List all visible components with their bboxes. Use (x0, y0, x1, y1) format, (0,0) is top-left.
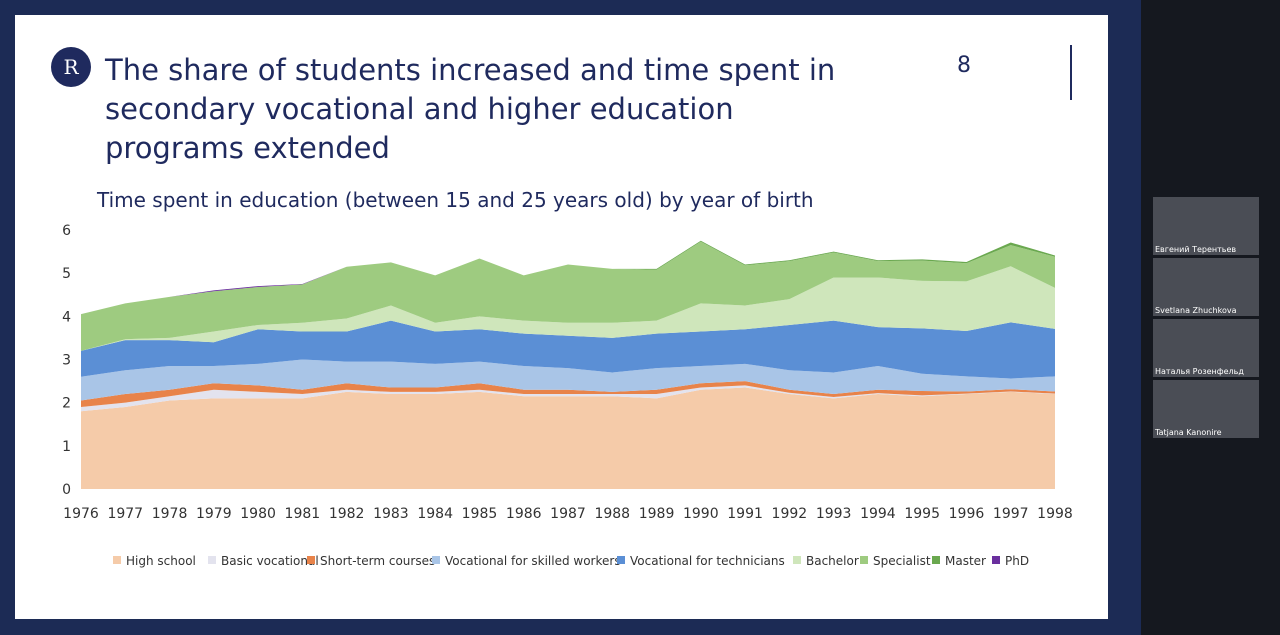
y-tick-label: 1 (62, 439, 71, 455)
participant-tile[interactable]: Tatjana Kanonire (1153, 380, 1259, 438)
legend-swatch (932, 556, 940, 564)
x-tick-label: 1993 (816, 506, 852, 522)
participant-tile[interactable]: Наталья Розенфельд (1153, 319, 1259, 377)
legend-label: Master (945, 554, 986, 568)
x-tick-label: 1983 (373, 506, 409, 522)
area (81, 266, 1055, 351)
legend-label: Vocational for technicians (630, 554, 785, 568)
x-tick-label: 1990 (683, 506, 719, 522)
x-tick-label: 1979 (196, 506, 232, 522)
x-tick-label: 1995 (904, 506, 940, 522)
slide: R The share of students increased and ti… (15, 15, 1108, 619)
chart-title: Time spent in education (between 15 and … (96, 188, 814, 212)
y-tick-label: 2 (62, 396, 71, 412)
participant-name: Svetlana Zhuchkova (1155, 306, 1237, 315)
x-tick-label: 1992 (772, 506, 808, 522)
x-tick-label: 1996 (949, 506, 985, 522)
x-tick-label: 1989 (639, 506, 675, 522)
y-tick-label: 3 (62, 353, 71, 369)
participant-name: Евгений Терентьев (1155, 245, 1237, 254)
x-tick-label: 1986 (506, 506, 542, 522)
legend-label: Short-term courses (320, 554, 435, 568)
x-tick-label: 1994 (860, 506, 896, 522)
area (81, 241, 1055, 351)
chart: Time spent in education (between 15 and … (62, 188, 1073, 568)
x-tick-label: 1981 (285, 506, 321, 522)
y-tick-label: 4 (62, 309, 71, 325)
x-tick-label: 1987 (550, 506, 586, 522)
x-tick-label: 1985 (462, 506, 498, 522)
divider (1070, 45, 1072, 100)
legend-swatch (113, 556, 121, 564)
legend-swatch (793, 556, 801, 564)
legend-swatch (860, 556, 868, 564)
y-tick-label: 0 (62, 482, 71, 498)
x-tick-label: 1991 (727, 506, 763, 522)
x-tick-label: 1984 (417, 506, 453, 522)
x-tick-label: 1978 (152, 506, 188, 522)
x-tick-label: 1977 (107, 506, 143, 522)
participant-tile[interactable]: Евгений Терентьев (1153, 197, 1259, 255)
legend-label: Vocational for skilled workers (445, 554, 621, 568)
area (81, 359, 1055, 401)
legend-swatch (992, 556, 1000, 564)
x-tick-label: 1980 (240, 506, 276, 522)
x-tick-label: 1988 (594, 506, 630, 522)
participant-tile[interactable]: Svetlana Zhuchkova (1153, 258, 1259, 316)
x-tick-label: 1997 (993, 506, 1029, 522)
y-tick-label: 6 (62, 223, 71, 239)
legend-swatch (617, 556, 625, 564)
legend-label: PhD (1005, 554, 1029, 568)
participant-name: Наталья Розенфельд (1155, 367, 1244, 376)
legend-label: Specialist (873, 554, 931, 568)
legend-swatch (307, 556, 315, 564)
area (81, 381, 1055, 407)
legend-label: Basic vocational (221, 554, 319, 568)
x-tick-label: 1976 (63, 506, 99, 522)
legend-swatch (432, 556, 440, 564)
legend-swatch (208, 556, 216, 564)
area (81, 320, 1055, 379)
legend-label: High school (126, 554, 196, 568)
page-number: 8 (957, 53, 971, 78)
participant-name: Tatjana Kanonire (1155, 428, 1222, 437)
x-tick-label: 1982 (329, 506, 365, 522)
slide-title: The share of students increased and time… (105, 53, 836, 165)
y-tick-label: 5 (62, 266, 71, 282)
logo: R (51, 47, 91, 87)
x-tick-label: 1998 (1037, 506, 1073, 522)
legend-label: Bachelor (806, 554, 859, 568)
area (81, 387, 1055, 489)
